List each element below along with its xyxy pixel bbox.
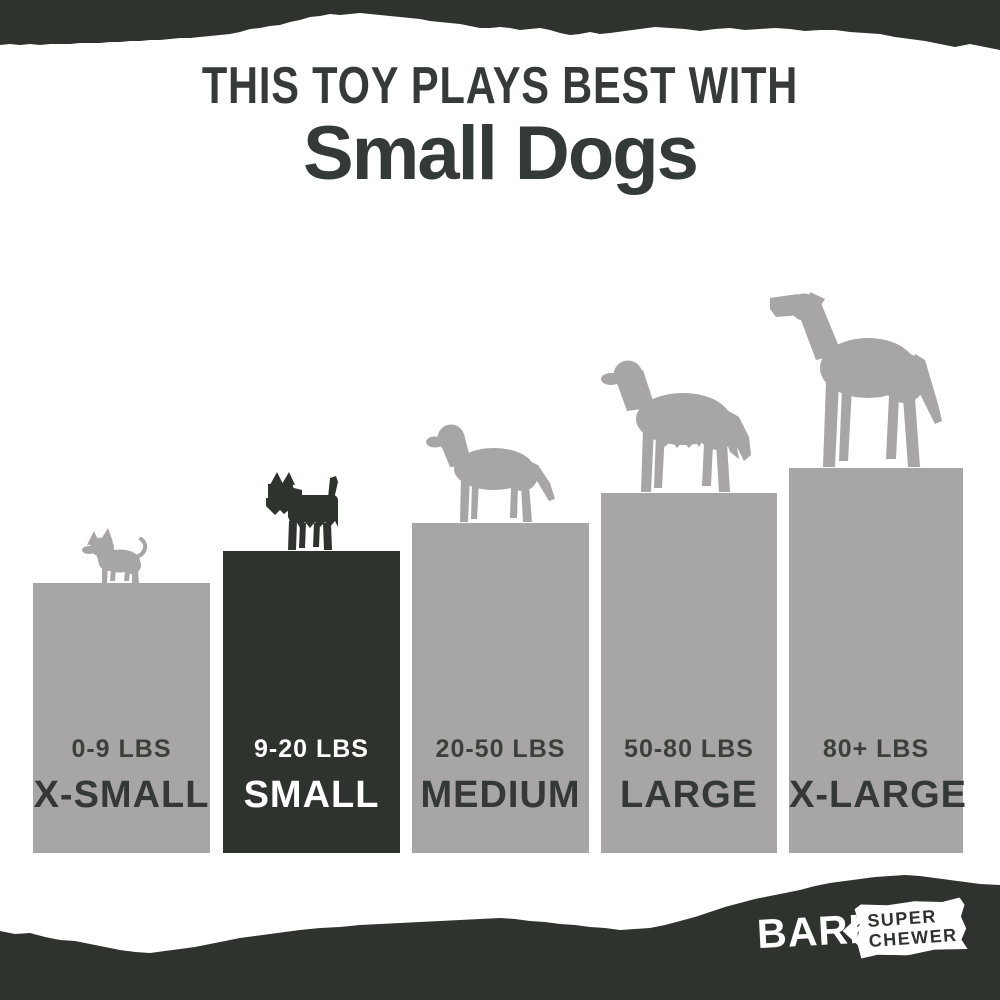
highlighted-size-title: Small Dogs <box>303 111 699 196</box>
bar-medium: 20-50 LBS MEDIUM <box>412 523 589 853</box>
labrador-icon <box>426 424 555 522</box>
torn-paper-top-edge <box>0 0 1000 50</box>
size-label: SMALL <box>243 774 380 816</box>
golden-retriever-icon <box>601 360 751 492</box>
size-label: MEDIUM <box>420 774 581 816</box>
bar-small-highlighted: 9-20 LBS SMALL <box>223 551 400 853</box>
weight-label: 80+ LBS <box>822 735 930 763</box>
weight-label: 50-80 LBS <box>624 735 754 763</box>
chihuahua-icon <box>82 528 148 583</box>
size-label: X-SMALL <box>33 774 210 816</box>
bark-logo-chevron-icon <box>843 916 863 946</box>
bar-x-large: 80+ LBS X-LARGE <box>789 468 967 853</box>
weight-label: 20-50 LBS <box>435 735 566 763</box>
torn-paper-bottom-edge <box>0 875 1000 1000</box>
bar-large: 50-80 LBS LARGE <box>601 493 777 853</box>
size-label: LARGE <box>620 774 758 816</box>
page-title: THIS TOY PLAYS BEST WITH <box>201 57 799 115</box>
weight-label: 9-20 LBS <box>254 735 369 763</box>
terrier-icon <box>266 472 338 550</box>
weight-label: 0-9 LBS <box>71 735 172 763</box>
size-label: X-LARGE <box>789 774 967 816</box>
great-dane-icon <box>770 292 942 467</box>
bar-x-small: 0-9 LBS X-SMALL <box>33 583 210 853</box>
